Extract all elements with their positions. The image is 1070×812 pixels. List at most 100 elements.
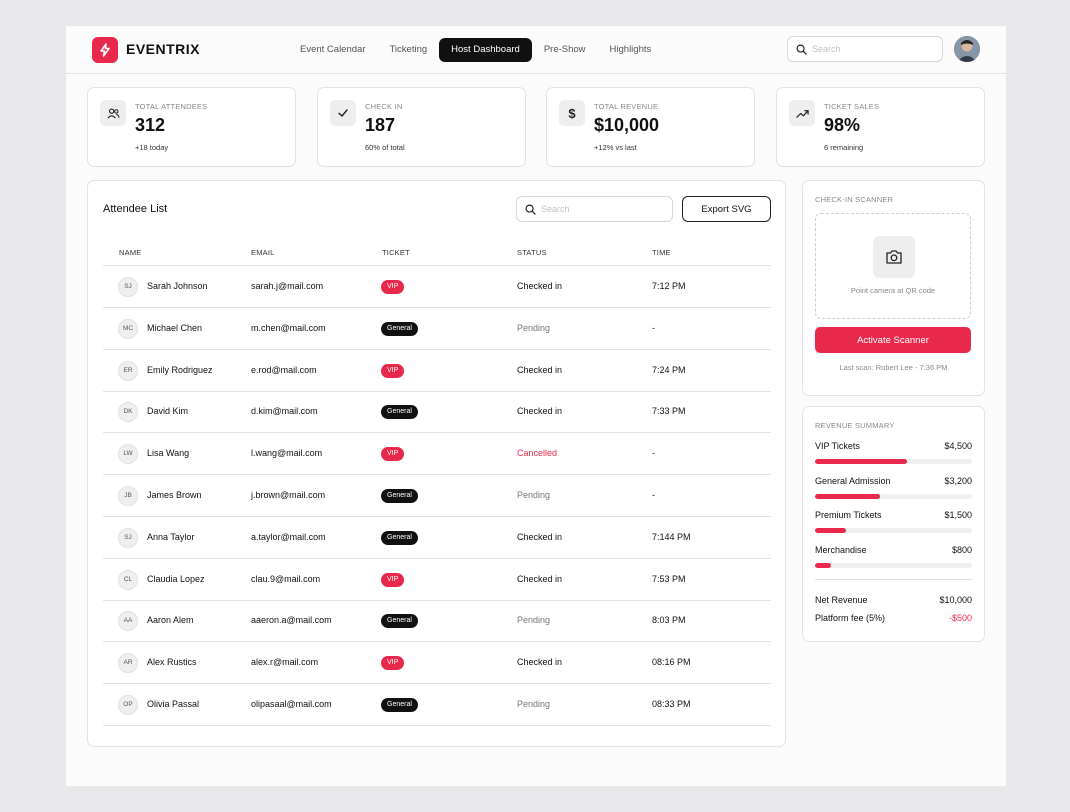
qr-scan-area[interactable]: Point camera at QR code: [815, 213, 971, 319]
revenue-bar-fill: [815, 493, 881, 499]
table-row[interactable]: AR Alex Rustics alex.r@mail.com VIP Checked …: [103, 642, 771, 685]
table-row[interactable]: CL Claudia Lopez clau.9@mail.com VIP Checked…: [103, 559, 771, 601]
revenue-item-label: VIP Tickets: [815, 441, 860, 451]
header-search-input[interactable]: [812, 37, 922, 61]
table-row[interactable]: MC Michael Chen m.chen@mail.com General Pend…: [103, 308, 771, 350]
ticket-badge: General: [381, 489, 418, 503]
header-search[interactable]: [787, 36, 943, 62]
revenue-item-amount: $4,500: [944, 441, 972, 451]
table-row[interactable]: LW Lisa Wang l.wang@mail.com VIP Cancelled -: [103, 433, 771, 476]
table-row[interactable]: SJ Sarah Johnson sarah.j@mail.com VIP Checke…: [103, 266, 771, 308]
revenue-bar-fill: [815, 528, 846, 534]
table-row[interactable]: SJ Anna Taylor a.taylor@mail.com General Che…: [103, 517, 771, 559]
stat-subtext: +18 today: [135, 143, 169, 152]
column-header-name[interactable]: NAME: [119, 248, 142, 257]
attendee-search-input[interactable]: [541, 197, 651, 221]
last-scan-text: Last scan: Robert Lee - 7:36 PM: [839, 363, 948, 372]
attendee-email: e.rod@mail.com: [251, 364, 317, 375]
user-avatar[interactable]: [954, 36, 980, 62]
column-header-email[interactable]: EMAIL: [251, 248, 275, 257]
logo-icon[interactable]: [92, 37, 118, 63]
attendee-search[interactable]: [516, 196, 673, 222]
check-in-time: -: [652, 448, 655, 459]
stat-value: $10,000: [594, 115, 660, 135]
revenue-bar-fill: [815, 562, 832, 568]
attendee-name: Lisa Wang: [147, 448, 190, 459]
status-text: Pending: [517, 322, 551, 333]
attendee-avatar: SJ: [118, 277, 138, 297]
check-in-time: 7:12 PM: [652, 281, 686, 291]
table-row[interactable]: JB James Brown j.brown@mail.com General Pend…: [103, 475, 771, 517]
net-revenue-label: Net Revenue: [815, 595, 868, 605]
table-row[interactable]: DK David Kim d.kim@mail.com General Checked …: [103, 391, 771, 434]
ticket-badge: VIP: [381, 447, 405, 462]
status-text: Pending: [517, 490, 551, 500]
ticket-badge: General: [381, 614, 418, 629]
status-text: Checked in: [517, 406, 563, 417]
attendee-avatar: AR: [118, 653, 138, 674]
column-header-ticket[interactable]: TICKET: [382, 248, 410, 257]
revenue-item-amount: $800: [951, 544, 972, 555]
check-in-scanner-card: CHECK-IN SCANNER Point camera at QR code…: [802, 180, 985, 396]
check-in-time: 08:33 PM: [652, 699, 691, 709]
nav-ticketing[interactable]: Ticketing: [389, 44, 428, 55]
table-row[interactable]: ER Emily Rodriguez e.rod@mail.com VIP Checke…: [103, 350, 771, 392]
status-text: Pending: [517, 699, 551, 709]
activate-scanner-button[interactable]: Activate Scanner: [815, 327, 971, 353]
attendee-avatar: JB: [118, 486, 138, 506]
column-header-status[interactable]: STATUS: [517, 248, 547, 257]
attendee-name: Michael Chen: [147, 322, 203, 333]
check-in-time: 7:53 PM: [652, 573, 686, 584]
ticket-badge: General: [381, 405, 418, 420]
status-text: Checked in: [517, 573, 563, 584]
attendee-email: d.kim@mail.com: [251, 406, 318, 417]
check-in-time: 7:144 PM: [652, 531, 691, 542]
stat-card-total-attendees: TOTAL ATTENDEES 312 +18 today: [87, 87, 296, 167]
attendee-email: clau.9@mail.com: [251, 573, 321, 584]
attendee-name: Aaron Alem: [147, 615, 194, 626]
stat-label: TOTAL ATTENDEES: [135, 102, 208, 111]
check-in-time: -: [652, 322, 655, 333]
stat-value: 312: [135, 115, 166, 135]
export-svg-button[interactable]: Export SVG: [682, 196, 771, 222]
revenue-item: General Admission $3,200: [815, 476, 972, 506]
search-icon: [796, 44, 807, 55]
attendee-name: Emily Rodriguez: [147, 364, 213, 375]
attendee-avatar: OP: [118, 695, 138, 715]
ticket-badge: VIP: [381, 656, 405, 671]
stat-card-ticket-sales: TICKET SALES 98% 6 remaining: [776, 87, 985, 167]
column-header-time[interactable]: TIME: [652, 248, 671, 257]
nav-highlights[interactable]: Highlights: [609, 44, 652, 55]
attendee-avatar: LW: [118, 444, 138, 465]
stat-card-check-in: CHECK IN 187 60% of total: [317, 87, 526, 167]
attendee-name: David Kim: [147, 406, 189, 417]
attendee-list-title: Attendee List: [103, 203, 168, 215]
revenue-item-label: General Admission: [815, 475, 891, 486]
platform-fee-label: Platform fee (5%): [815, 613, 886, 623]
attendee-avatar: AA: [118, 611, 138, 632]
table-header: NAME EMAIL TICKET STATUS TIME: [103, 241, 771, 266]
scanner-hint: Point camera at QR code: [850, 286, 936, 295]
scanner-title: CHECK-IN SCANNER: [815, 195, 894, 204]
ticket-badge: General: [381, 321, 418, 336]
platform-fee-value: -$500: [948, 613, 972, 623]
nav-event-calendar[interactable]: Event Calendar: [300, 44, 366, 55]
revenue-bar-track: [815, 528, 972, 534]
main-nav: Event Calendar Ticketing Host Dashboard …: [288, 38, 663, 62]
attendee-email: a.taylor@mail.com: [251, 531, 326, 542]
ticket-badge: General: [381, 698, 418, 712]
attendee-email: j.brown@mail.com: [251, 490, 326, 500]
revenue-summary-card: REVENUE SUMMARY VIP Tickets $4,500 General…: [802, 406, 985, 642]
attendee-avatar: SJ: [118, 527, 138, 548]
status-text: Pending: [517, 615, 551, 626]
attendee-list-card: Attendee List Export SVG NAME EMAIL TICK…: [87, 180, 786, 747]
net-revenue-value: $10,000: [939, 595, 972, 605]
stat-label: TOTAL REVENUE: [594, 102, 659, 111]
nav-host-dashboard[interactable]: Host Dashboard: [439, 38, 532, 62]
ticket-badge: VIP: [381, 280, 405, 294]
nav-pre-show[interactable]: Pre-Show: [543, 44, 586, 55]
dollar-icon: $: [559, 100, 585, 126]
table-row[interactable]: AA Aaron Alem aaeron.a@mail.com General Pend…: [103, 600, 771, 643]
table-row[interactable]: OP Olivia Passal olipasaal@mail.com General…: [103, 684, 771, 726]
revenue-bar-track: [815, 493, 972, 499]
